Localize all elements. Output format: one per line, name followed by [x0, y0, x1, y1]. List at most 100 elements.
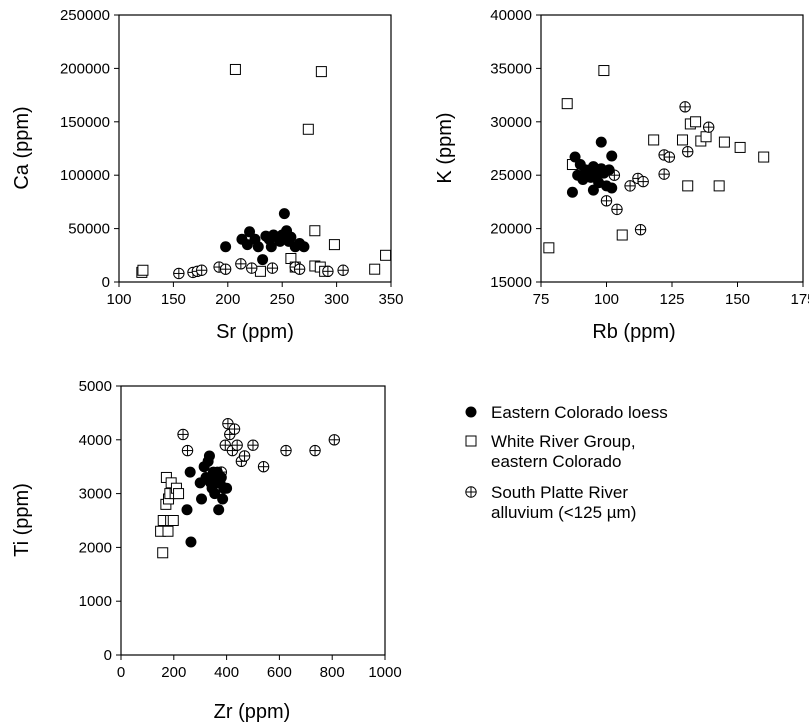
- k-vs-rb-scatter-panel: 75 100 125 150 175 15000 20000 25000 30000 35000…: [434, 7, 809, 343]
- y-tick-label: 2000: [79, 539, 112, 556]
- crossed-circle-point: [195, 264, 208, 276]
- crossed-circle-point: [235, 258, 247, 270]
- crossed-circle-point: [611, 203, 623, 216]
- crossed-circle-point: [181, 444, 194, 457]
- open-square-marker: [465, 435, 477, 447]
- x-tick-label: 300: [324, 291, 349, 308]
- crossed-circle-point: [280, 444, 292, 457]
- y-tick-label: 1000: [79, 593, 112, 610]
- crossed-circle-point: [309, 444, 321, 457]
- x-tick-label: 200: [215, 291, 240, 308]
- x-tick-labels: 75 100 125 150 175: [533, 291, 809, 308]
- x-tick-labels: 100 150 200 250 300 350: [106, 291, 403, 308]
- y-tick-labels: 0 1000 2000 3000 4000 5000: [79, 378, 112, 664]
- filled-circle-point: [221, 482, 233, 494]
- legend-item-south-platte: South Platte River alluvium (<125 µm): [465, 483, 636, 522]
- ti-vs-zr-scatter-panel: 0 200 400 600 800 1000 010002000300040005000 …: [11, 378, 402, 723]
- y-tick-label: 15000: [490, 274, 532, 291]
- crossed-circle-point: [266, 262, 279, 274]
- crossed-circle-point: [177, 428, 189, 441]
- filled-circle-point: [217, 493, 229, 505]
- x-tick-label: 150: [161, 291, 186, 308]
- filled-circle-point: [298, 241, 310, 253]
- crossed-circle-point: [634, 223, 647, 236]
- open-square-point: [734, 141, 746, 153]
- open-square-point: [137, 264, 149, 276]
- y-tick-label: 25000: [490, 167, 532, 184]
- legend-item-loess: Eastern Colorado loess: [465, 403, 668, 422]
- x-tick-label: 100: [594, 291, 619, 308]
- data-points: [155, 417, 341, 559]
- x-axis-label: Rb (ppm): [592, 321, 675, 343]
- y-tick-label: 0: [102, 274, 110, 291]
- open-square-point: [682, 180, 694, 192]
- open-square-point: [328, 239, 340, 251]
- open-square-point: [309, 225, 321, 237]
- x-tick-label: 100: [106, 291, 131, 308]
- crossed-circle-point: [219, 263, 232, 275]
- crossed-circle-point: [682, 146, 694, 158]
- open-square-point: [229, 63, 241, 75]
- y-tick-label: 30000: [490, 114, 532, 131]
- crossed-circle-point: [637, 175, 649, 188]
- crossed-circle-point: [293, 263, 306, 275]
- x-tick-label: 0: [117, 664, 125, 681]
- filled-circle-point: [603, 164, 615, 176]
- legend-label: Eastern Colorado loess: [491, 403, 668, 422]
- filled-circle-point: [196, 493, 208, 505]
- open-square-point: [700, 131, 712, 143]
- crossed-circle-point: [600, 195, 613, 207]
- open-square-point: [157, 547, 169, 559]
- y-axis-label: Ti (ppm): [11, 483, 33, 557]
- crossed-circle-point: [608, 169, 621, 181]
- x-axis-label: Zr (ppm): [214, 701, 291, 723]
- y-tick-label: 250000: [60, 7, 110, 24]
- open-square-point: [380, 249, 392, 261]
- ca-vs-sr-scatter-panel: 100 150 200 250 300 350 0 50000 100000 150000 200…: [11, 7, 404, 343]
- open-square-point: [302, 123, 314, 135]
- open-square-point: [718, 136, 730, 148]
- filled-circle-point: [209, 488, 221, 500]
- filled-circle-point: [606, 150, 618, 162]
- crossed-circle-point: [247, 439, 259, 451]
- open-square-point: [616, 229, 628, 241]
- filled-circle-point: [220, 241, 232, 253]
- plot-frame: [118, 14, 392, 283]
- crossed-circle-point: [231, 439, 243, 451]
- legend-label: South Platte River: [491, 483, 628, 502]
- crossed-circle-point: [624, 180, 636, 192]
- x-tick-label: 600: [267, 664, 292, 681]
- crossed-circle-point: [322, 265, 334, 278]
- open-square-point: [369, 263, 381, 275]
- filled-circle-point: [566, 186, 578, 198]
- legend-label: eastern Colorado: [491, 452, 621, 471]
- crossed-circle-point: [658, 168, 670, 180]
- legend-item-white-river: White River Group, eastern Colorado: [465, 432, 636, 471]
- y-tick-label: 40000: [490, 7, 532, 24]
- x-tick-label: 75: [533, 291, 550, 308]
- y-tick-labels: 0 50000 100000 150000 200000 250000: [60, 7, 110, 291]
- crossed-circle-point: [328, 434, 341, 446]
- x-tick-label: 250: [270, 291, 295, 308]
- x-tick-label: 400: [214, 664, 239, 681]
- open-square-point: [315, 66, 327, 78]
- x-tick-label: 125: [659, 291, 684, 308]
- open-square-point: [167, 515, 179, 526]
- filled-circle-point: [213, 504, 225, 516]
- filled-circle-point: [265, 241, 277, 253]
- open-square-point: [162, 525, 174, 537]
- y-tick-label: 4000: [79, 432, 112, 449]
- legend: Eastern Colorado loess White River Group…: [465, 403, 668, 522]
- legend-label: White River Group,: [491, 432, 636, 451]
- filled-circle-point: [285, 231, 297, 243]
- y-tick-label: 5000: [79, 378, 112, 395]
- open-square-point: [690, 116, 702, 128]
- crossed-circle-point: [238, 450, 251, 462]
- y-axis-label: K (ppm): [434, 112, 456, 183]
- filled-circle-point: [595, 136, 607, 148]
- y-tick-label: 50000: [68, 221, 110, 238]
- filled-circle-point: [215, 471, 227, 483]
- x-tick-label: 350: [378, 291, 403, 308]
- tick-marks: [536, 14, 804, 287]
